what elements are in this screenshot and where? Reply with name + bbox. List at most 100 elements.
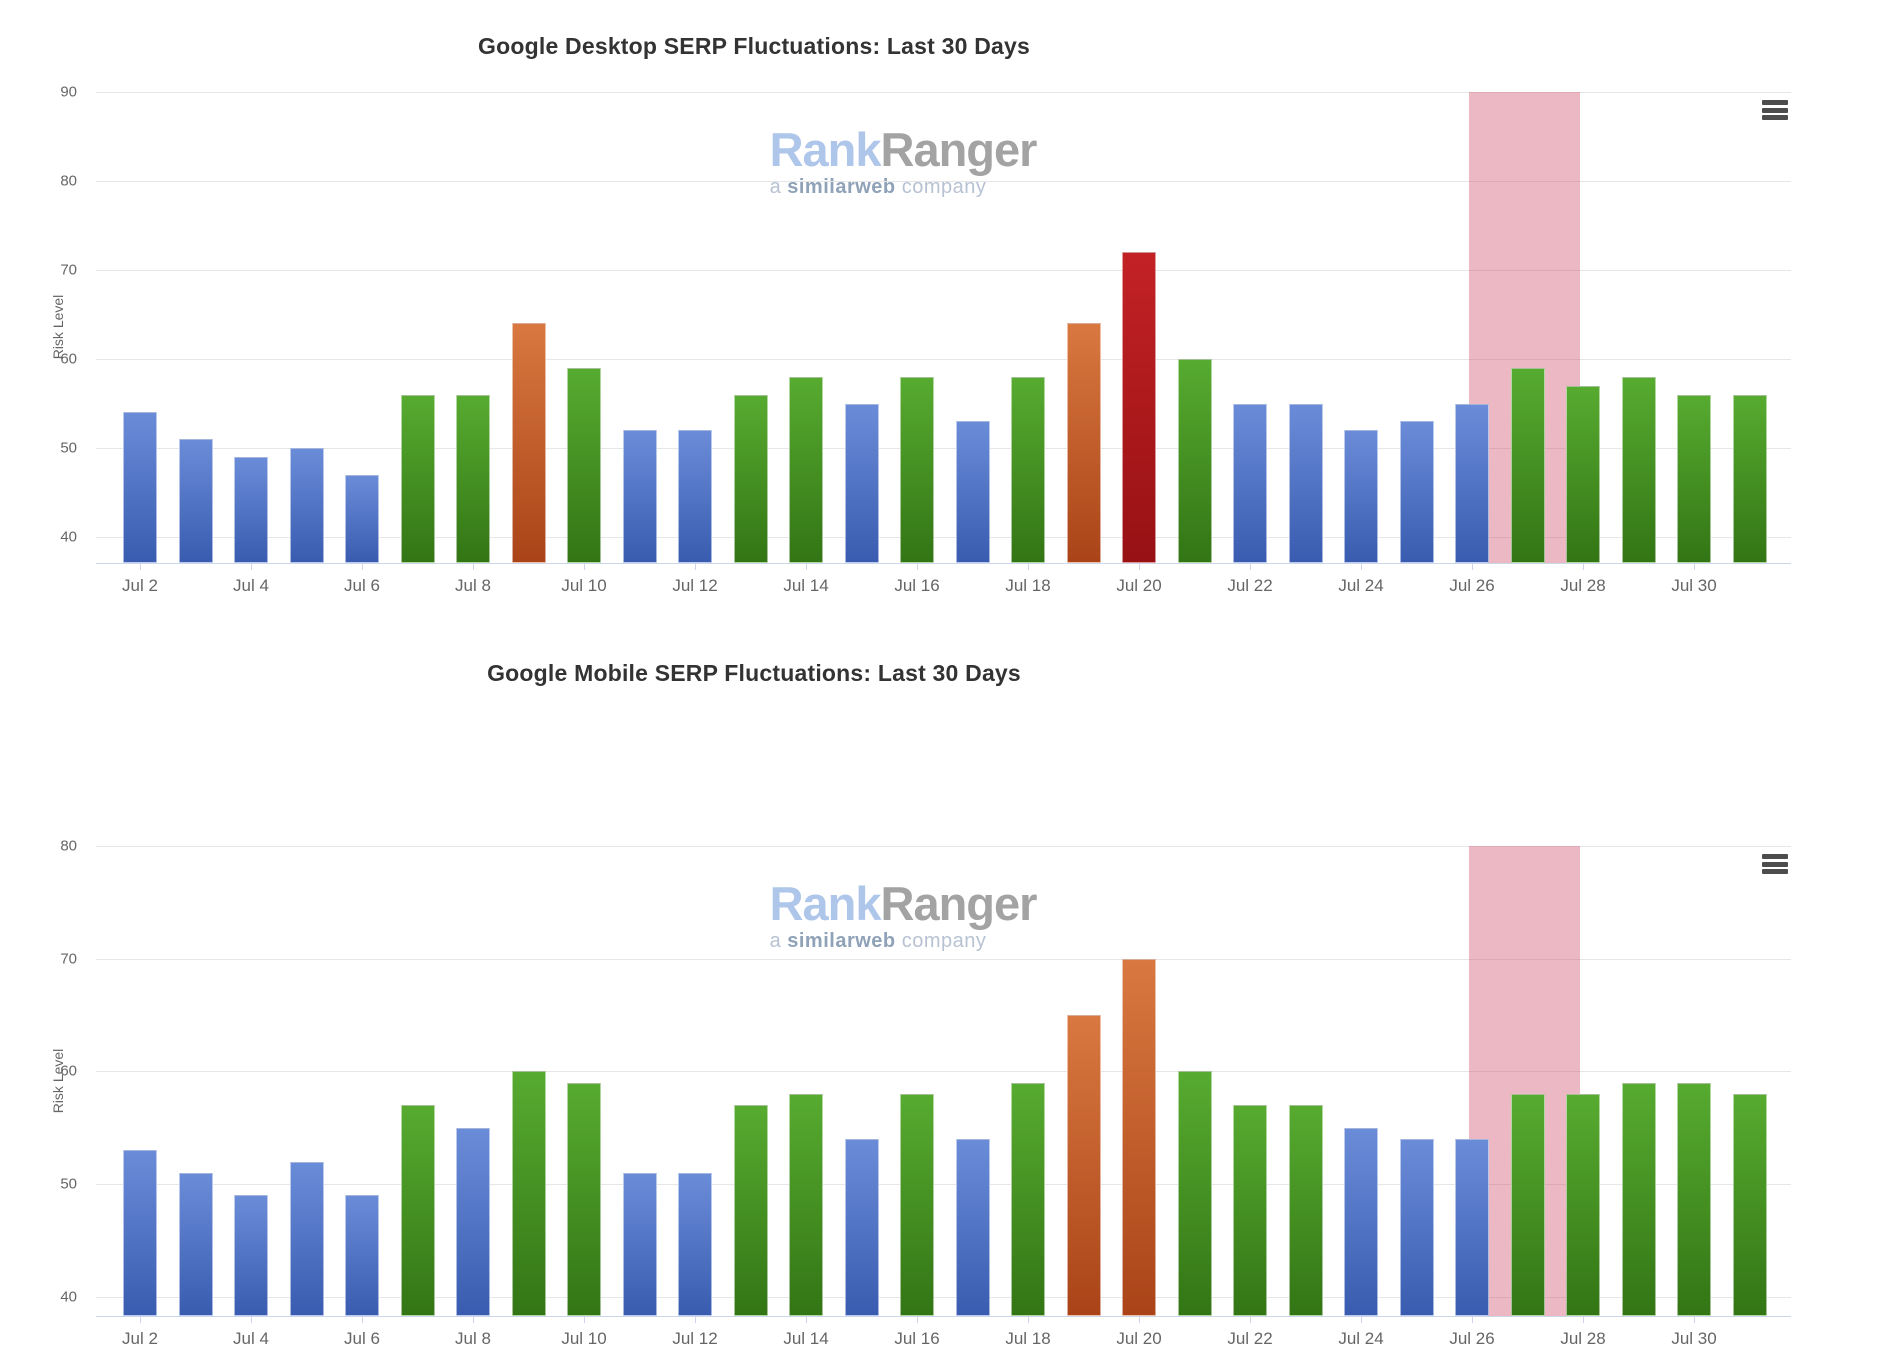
x-tick-mark: [695, 563, 696, 570]
x-tick-label-jul-4: Jul 4: [233, 576, 269, 595]
bar-jul-18[interactable]: [1011, 1082, 1045, 1316]
x-tick-mark: [1139, 1316, 1140, 1323]
bar-jul-3[interactable]: [178, 439, 213, 563]
bar-jul-5[interactable]: [289, 1161, 324, 1316]
bar-jul-4[interactable]: [234, 1195, 268, 1316]
bar-jul-2[interactable]: [123, 412, 157, 563]
bar-jul-29[interactable]: [1621, 376, 1656, 563]
bar-jul-8[interactable]: [456, 1127, 490, 1316]
bar-jul-22[interactable]: [1233, 403, 1267, 563]
bar-jul-4[interactable]: [234, 456, 268, 563]
x-tick-label-jul-8: Jul 8: [455, 1329, 491, 1348]
bar-jul-25[interactable]: [1399, 1139, 1434, 1316]
bar-jul-17[interactable]: [955, 421, 990, 563]
similarweb-tagline: a similarweb company: [769, 930, 987, 952]
bar-jul-28[interactable]: [1566, 385, 1600, 563]
bar-jul-12[interactable]: [678, 1172, 712, 1316]
bar-jul-22[interactable]: [1233, 1105, 1267, 1316]
gridline-40: [96, 537, 1791, 538]
y-tick-label-70: 70: [60, 261, 77, 279]
x-tick-label-jul-30: Jul 30: [1671, 576, 1717, 595]
bar-jul-24[interactable]: [1344, 430, 1378, 563]
bar-jul-12[interactable]: [678, 430, 712, 563]
bar-jul-16[interactable]: [900, 1093, 934, 1316]
x-tick-label-jul-18: Jul 18: [1005, 1329, 1051, 1348]
bar-jul-6[interactable]: [345, 474, 379, 563]
x-tick-label-jul-28: Jul 28: [1560, 576, 1606, 595]
bar-jul-14[interactable]: [789, 376, 823, 563]
bar-jul-27[interactable]: [1510, 1093, 1545, 1316]
bar-jul-19[interactable]: [1066, 1015, 1101, 1316]
bar-jul-9[interactable]: [511, 1071, 546, 1316]
x-tick-mark: [1250, 1316, 1251, 1323]
bar-jul-8[interactable]: [456, 394, 490, 563]
bar-jul-5[interactable]: [289, 448, 324, 563]
bar-jul-26[interactable]: [1455, 1139, 1489, 1316]
bar-jul-11[interactable]: [622, 1172, 657, 1316]
bar-jul-11[interactable]: [622, 430, 657, 563]
bar-jul-24[interactable]: [1344, 1127, 1378, 1316]
bar-jul-15[interactable]: [844, 403, 879, 563]
bar-jul-27[interactable]: [1510, 367, 1545, 563]
gridline-70: [96, 270, 1791, 271]
y-tick-label-60: 60: [60, 1062, 77, 1080]
x-tick-mark: [1472, 1316, 1473, 1323]
y-tick-label-60: 60: [60, 350, 77, 368]
bar-jul-7[interactable]: [400, 394, 435, 563]
x-tick-label-jul-20: Jul 20: [1116, 1329, 1162, 1348]
bar-jul-14[interactable]: [789, 1093, 823, 1316]
bar-jul-3[interactable]: [178, 1172, 213, 1316]
bar-jul-23[interactable]: [1288, 403, 1323, 563]
bar-jul-30[interactable]: [1677, 1082, 1711, 1316]
bar-jul-13[interactable]: [733, 1105, 768, 1316]
bar-jul-9[interactable]: [511, 323, 546, 563]
bar-jul-2[interactable]: [123, 1150, 157, 1316]
y-tick-label-90: 90: [60, 83, 77, 101]
bar-jul-23[interactable]: [1288, 1105, 1323, 1316]
x-tick-mark: [917, 563, 918, 570]
x-tick-label-jul-22: Jul 22: [1227, 576, 1273, 595]
export-menu-icon[interactable]: [1762, 854, 1788, 874]
bar-jul-15[interactable]: [844, 1139, 879, 1316]
rankranger-logo: RankRanger a similarweb company: [769, 126, 1038, 198]
bar-jul-30[interactable]: [1677, 394, 1711, 563]
bar-jul-25[interactable]: [1399, 421, 1434, 563]
gridline-80: [96, 181, 1791, 182]
bar-jul-26[interactable]: [1455, 403, 1489, 563]
gridline-50: [96, 1184, 1791, 1186]
bar-jul-20[interactable]: [1122, 958, 1156, 1316]
bar-jul-31[interactable]: [1732, 394, 1767, 563]
bar-jul-20[interactable]: [1122, 252, 1156, 563]
x-tick-mark: [251, 563, 252, 570]
x-tick-mark: [695, 1316, 696, 1323]
bar-jul-31[interactable]: [1732, 1093, 1767, 1316]
bar-jul-10[interactable]: [567, 1082, 601, 1316]
bar-jul-7[interactable]: [400, 1105, 435, 1316]
bar-jul-17[interactable]: [955, 1139, 990, 1316]
x-tick-mark: [917, 1316, 918, 1323]
export-menu-icon[interactable]: [1762, 100, 1788, 120]
bar-jul-28[interactable]: [1566, 1093, 1600, 1316]
rankranger-wordmark: RankRanger: [769, 877, 1038, 930]
bar-jul-13[interactable]: [733, 394, 768, 563]
x-tick-label-jul-12: Jul 12: [672, 576, 718, 595]
bar-jul-21[interactable]: [1177, 359, 1212, 563]
bar-jul-16[interactable]: [900, 376, 934, 563]
x-tick-label-jul-20: Jul 20: [1116, 576, 1162, 595]
x-tick-mark: [1694, 563, 1695, 570]
bar-jul-21[interactable]: [1177, 1071, 1212, 1316]
x-tick-label-jul-26: Jul 26: [1449, 576, 1495, 595]
bar-jul-19[interactable]: [1066, 323, 1101, 563]
x-tick-label-jul-30: Jul 30: [1671, 1329, 1717, 1348]
x-tick-mark: [584, 563, 585, 570]
bar-jul-18[interactable]: [1011, 376, 1045, 563]
bar-jul-29[interactable]: [1621, 1082, 1656, 1316]
x-tick-mark: [251, 1316, 252, 1323]
bar-jul-6[interactable]: [345, 1195, 379, 1316]
similarweb-tagline: a similarweb company: [769, 176, 987, 198]
gridline-70: [96, 958, 1791, 960]
bar-jul-10[interactable]: [567, 367, 601, 563]
gridline-40: [96, 1296, 1791, 1298]
x-axis-line: [96, 1316, 1791, 1317]
